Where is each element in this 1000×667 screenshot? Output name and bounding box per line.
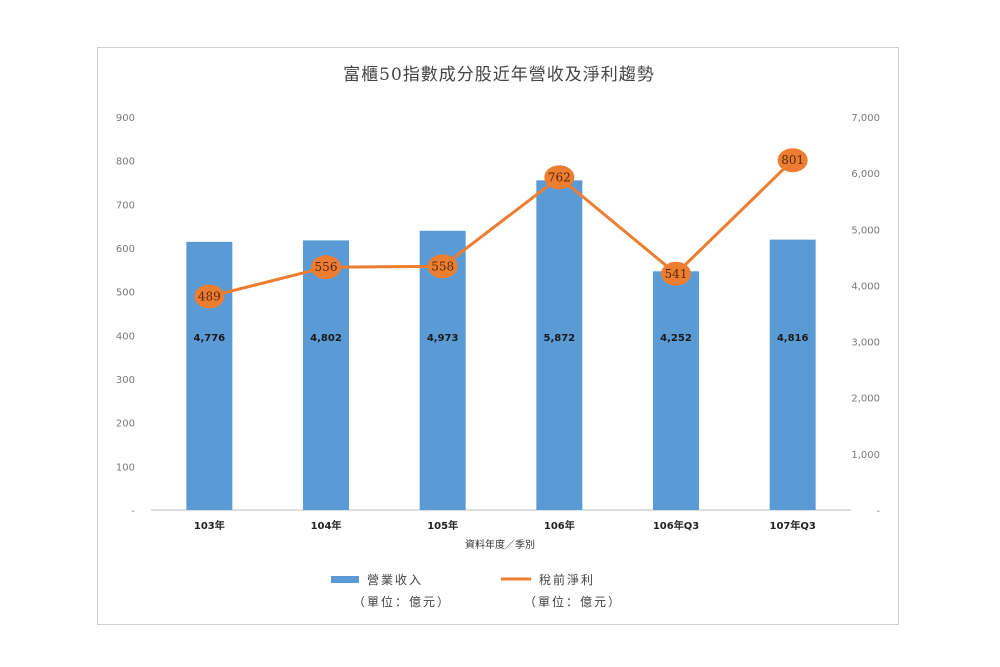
profit-point — [427, 254, 458, 279]
revenue-bar-label: 5,872 — [544, 333, 576, 344]
profit-point — [311, 255, 341, 280]
left-axis-tick: 300 — [116, 375, 135, 386]
legend-bar-name: 營業收入 — [367, 573, 423, 587]
revenue-bar — [653, 271, 699, 510]
profit-point-label: 801 — [781, 153, 804, 167]
category-label: 106年Q3 — [653, 519, 699, 532]
revenue-bar-label: 4,776 — [194, 333, 226, 344]
category-label: 103年 — [194, 519, 225, 532]
profit-point-label: 556 — [315, 260, 338, 274]
category-label: 107年Q3 — [769, 519, 815, 532]
right-axis-tick: 7,000 — [851, 113, 880, 124]
left-axis-tick: 700 — [116, 200, 135, 211]
legend-bar-unit: （單位：億元） — [353, 594, 451, 609]
right-axis-tick: 6,000 — [851, 169, 880, 180]
category-label: 106年 — [544, 519, 575, 532]
left-axis-tick: 500 — [116, 288, 135, 299]
profit-point — [194, 284, 225, 309]
legend-line-unit: （單位：億元） — [524, 594, 622, 609]
left-axis-tick: 900 — [116, 113, 135, 124]
left-axis-tick: - — [131, 506, 135, 517]
profit-point-label: 762 — [548, 170, 571, 184]
category-label: 104年 — [311, 519, 342, 532]
revenue-bar-label: 4,973 — [427, 333, 459, 344]
revenue-bar — [536, 180, 583, 510]
left-axis-tick: 400 — [116, 331, 135, 342]
right-axis-tick: 2,000 — [851, 394, 880, 405]
profit-point — [544, 165, 575, 190]
right-axis-tick: 5,000 — [851, 225, 880, 236]
category-label: 105年 — [427, 519, 458, 532]
profit-point-label: 489 — [198, 289, 221, 303]
chart-svg: 富櫃50指數成分股近年營收及淨利趨勢 - 100 200 300 400 500 600 70… — [116, 65, 880, 609]
right-axis-tick: 3,000 — [851, 338, 880, 349]
legend-line-name: 稅前淨利 — [539, 572, 595, 587]
right-axis-tick: - — [876, 506, 880, 517]
right-axis-tick: 1,000 — [851, 450, 880, 461]
legend-bar-swatch — [331, 576, 359, 583]
revenue-bar-label: 4,252 — [660, 333, 692, 344]
left-axis-tick: 600 — [116, 244, 135, 255]
plot-area: - 100 200 300 400 500 600 700 800 900 - 1,000 2,000 3… — [116, 113, 880, 532]
left-axis-tick: 100 — [116, 462, 135, 473]
left-axis-tick: 800 — [116, 157, 135, 168]
chart-title: 富櫃50指數成分股近年營收及淨利趨勢 — [343, 65, 655, 85]
profit-point-label: 558 — [431, 259, 454, 273]
right-axis-tick: 4,000 — [851, 281, 880, 292]
profit-point — [661, 261, 691, 286]
revenue-bar — [769, 239, 816, 510]
revenue-bar — [303, 240, 349, 511]
profit-point — [777, 148, 808, 173]
revenue-bar-label: 4,816 — [777, 333, 809, 344]
revenue-bar — [186, 241, 233, 511]
chart-frame: 富櫃50指數成分股近年營收及淨利趨勢 - 100 200 300 400 500 600 70… — [97, 47, 899, 625]
revenue-bar-label: 4,802 — [310, 333, 342, 344]
x-axis-label: 資料年度／季別 — [465, 538, 535, 551]
profit-line — [208, 159, 794, 298]
legend: 營業收入 （單位：億元） 稅前淨利 （單位：億元） — [331, 572, 622, 609]
profit-point-label: 541 — [665, 267, 688, 281]
left-axis-tick: 200 — [116, 419, 135, 430]
